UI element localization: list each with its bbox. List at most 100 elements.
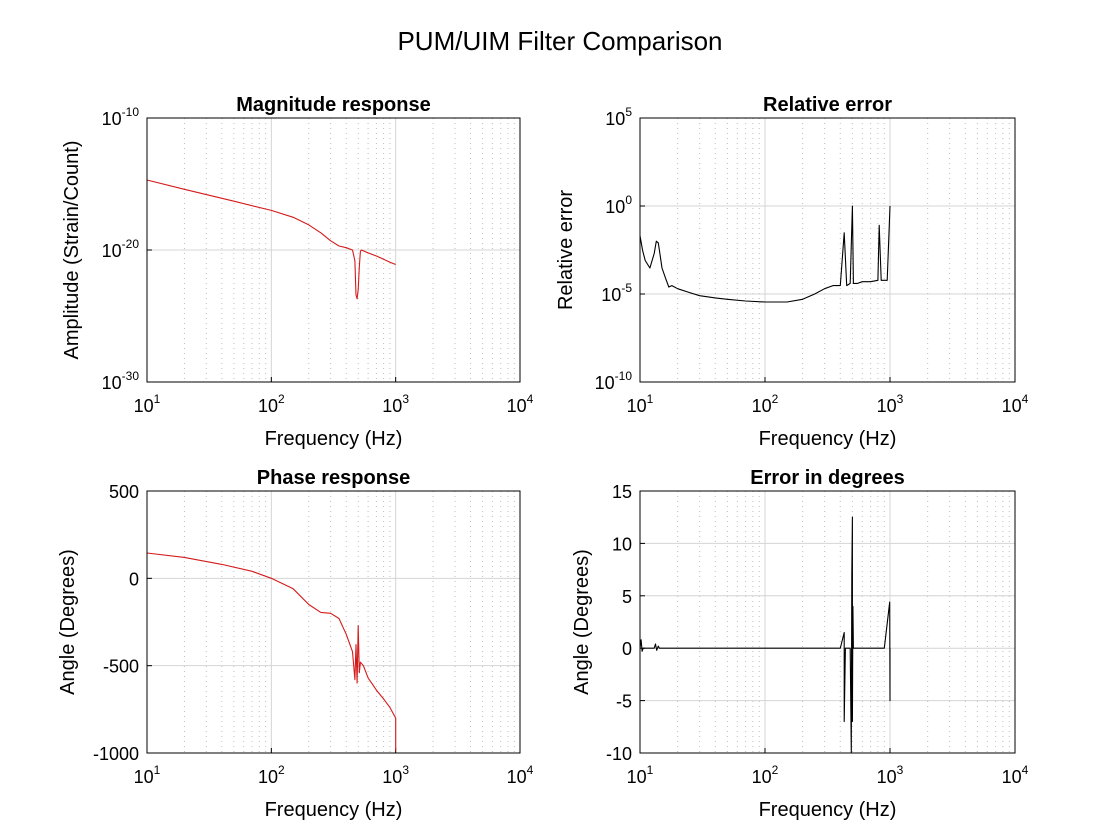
series-line-error-degrees [639,516,891,754]
x-tick-base: 10 [507,396,527,416]
x-tick-base: 10 [258,767,278,787]
y-tick-base: 10 [102,373,122,393]
x-tick-label: 104 [1002,392,1029,416]
x-tick-exponent: 1 [154,763,161,777]
x-tick-exponent: 2 [772,763,779,777]
x-tick-label: 101 [134,392,161,416]
y-tick-value: 0 [622,639,632,659]
y-tick-label: 10-20 [102,237,140,261]
plot-frame [146,490,521,754]
plot-frame [639,490,1016,754]
axes-title: Error in degrees [750,467,905,489]
series-line-phase [146,552,397,752]
x-tick-exponent: 1 [647,763,654,777]
x-tick-base: 10 [752,396,772,416]
x-tick-base: 10 [507,767,527,787]
x-tick-label: 103 [382,392,409,416]
y-tick-label: 10-30 [102,369,140,393]
x-tick-exponent: 3 [402,392,409,406]
y-tick-base: 10 [605,197,625,217]
x-tick-base: 10 [627,767,647,787]
y-tick-exponent: -10 [615,369,633,383]
x-tick-exponent: 1 [154,392,161,406]
x-tick-exponent: 3 [402,763,409,777]
x-tick-base: 10 [1002,396,1022,416]
y-tick-label: 5 [622,587,632,607]
x-tick-base: 10 [134,396,154,416]
x-tick-base: 10 [627,396,647,416]
y-tick-label: -500 [103,657,139,677]
y-axis-label: Relative error [555,190,577,310]
x-tick-label: 103 [877,392,904,416]
y-tick-label: 0 [129,569,139,589]
x-axis-label: Frequency (Hz) [759,428,897,450]
y-tick-label: 105 [605,105,632,129]
x-tick-base: 10 [134,767,154,787]
x-tick-exponent: 2 [772,392,779,406]
x-tick-base: 10 [382,396,402,416]
y-tick-value: 5 [622,587,632,607]
x-tick-exponent: 3 [897,392,904,406]
x-tick-label: 104 [507,392,534,416]
axes-title: Phase response [257,467,410,489]
x-tick-exponent: 2 [278,763,285,777]
y-tick-exponent: 5 [625,105,632,119]
y-tick-base: 10 [102,241,122,261]
x-tick-label: 104 [507,763,534,787]
y-tick-label: 10 [612,534,632,554]
axes-title: Relative error [763,94,892,116]
y-tick-exponent: -10 [122,105,140,119]
x-tick-exponent: 4 [527,392,534,406]
plot-frame [639,117,1016,383]
y-tick-label: -1000 [93,744,139,764]
y-tick-base: 10 [601,285,621,305]
x-axis-label: Frequency (Hz) [759,799,897,821]
x-tick-base: 10 [258,396,278,416]
x-tick-label: 102 [752,392,779,416]
y-tick-label: 500 [109,482,139,502]
y-axis-label: Angle (Degrees) [571,549,593,695]
y-tick-exponent: -5 [621,281,632,295]
x-tick-label: 102 [258,763,285,787]
x-tick-label: 103 [382,763,409,787]
x-tick-base: 10 [1002,767,1022,787]
y-axis-label: Angle (Degrees) [57,549,79,695]
y-tick-label: -5 [616,692,632,712]
x-tick-label: 104 [1002,763,1029,787]
y-tick-value: 10 [612,534,632,554]
y-tick-value: -1000 [93,744,139,764]
x-tick-base: 10 [382,767,402,787]
y-tick-label: 10-10 [595,369,633,393]
y-tick-value: -5 [616,692,632,712]
x-tick-exponent: 3 [897,763,904,777]
y-tick-value: 15 [612,482,632,502]
x-tick-base: 10 [752,767,772,787]
x-axis-label: Frequency (Hz) [265,799,403,821]
figure-title: PUM/UIM Filter Comparison [397,26,723,56]
x-tick-exponent: 2 [278,392,285,406]
plot-frame [146,117,521,383]
y-axis-label: Amplitude (Strain/Count) [61,141,83,360]
y-tick-label: 10-10 [102,105,140,129]
y-tick-label: 10-5 [601,281,632,305]
y-tick-value: 0 [129,569,139,589]
series-line-magnitude [146,179,396,300]
x-tick-exponent: 1 [647,392,654,406]
x-axis-label: Frequency (Hz) [265,428,403,450]
x-tick-exponent: 4 [527,763,534,777]
x-tick-exponent: 4 [1022,392,1029,406]
y-tick-label: 15 [612,482,632,502]
axes-title: Magnitude response [236,94,430,116]
x-tick-label: 103 [877,763,904,787]
x-tick-label: 102 [258,392,285,416]
y-tick-exponent: 0 [625,193,632,207]
y-tick-base: 10 [595,373,615,393]
y-tick-base: 10 [102,109,122,129]
y-tick-exponent: -20 [122,237,140,251]
x-tick-label: 101 [627,392,654,416]
y-tick-label: 100 [605,193,632,217]
x-tick-base: 10 [877,396,897,416]
